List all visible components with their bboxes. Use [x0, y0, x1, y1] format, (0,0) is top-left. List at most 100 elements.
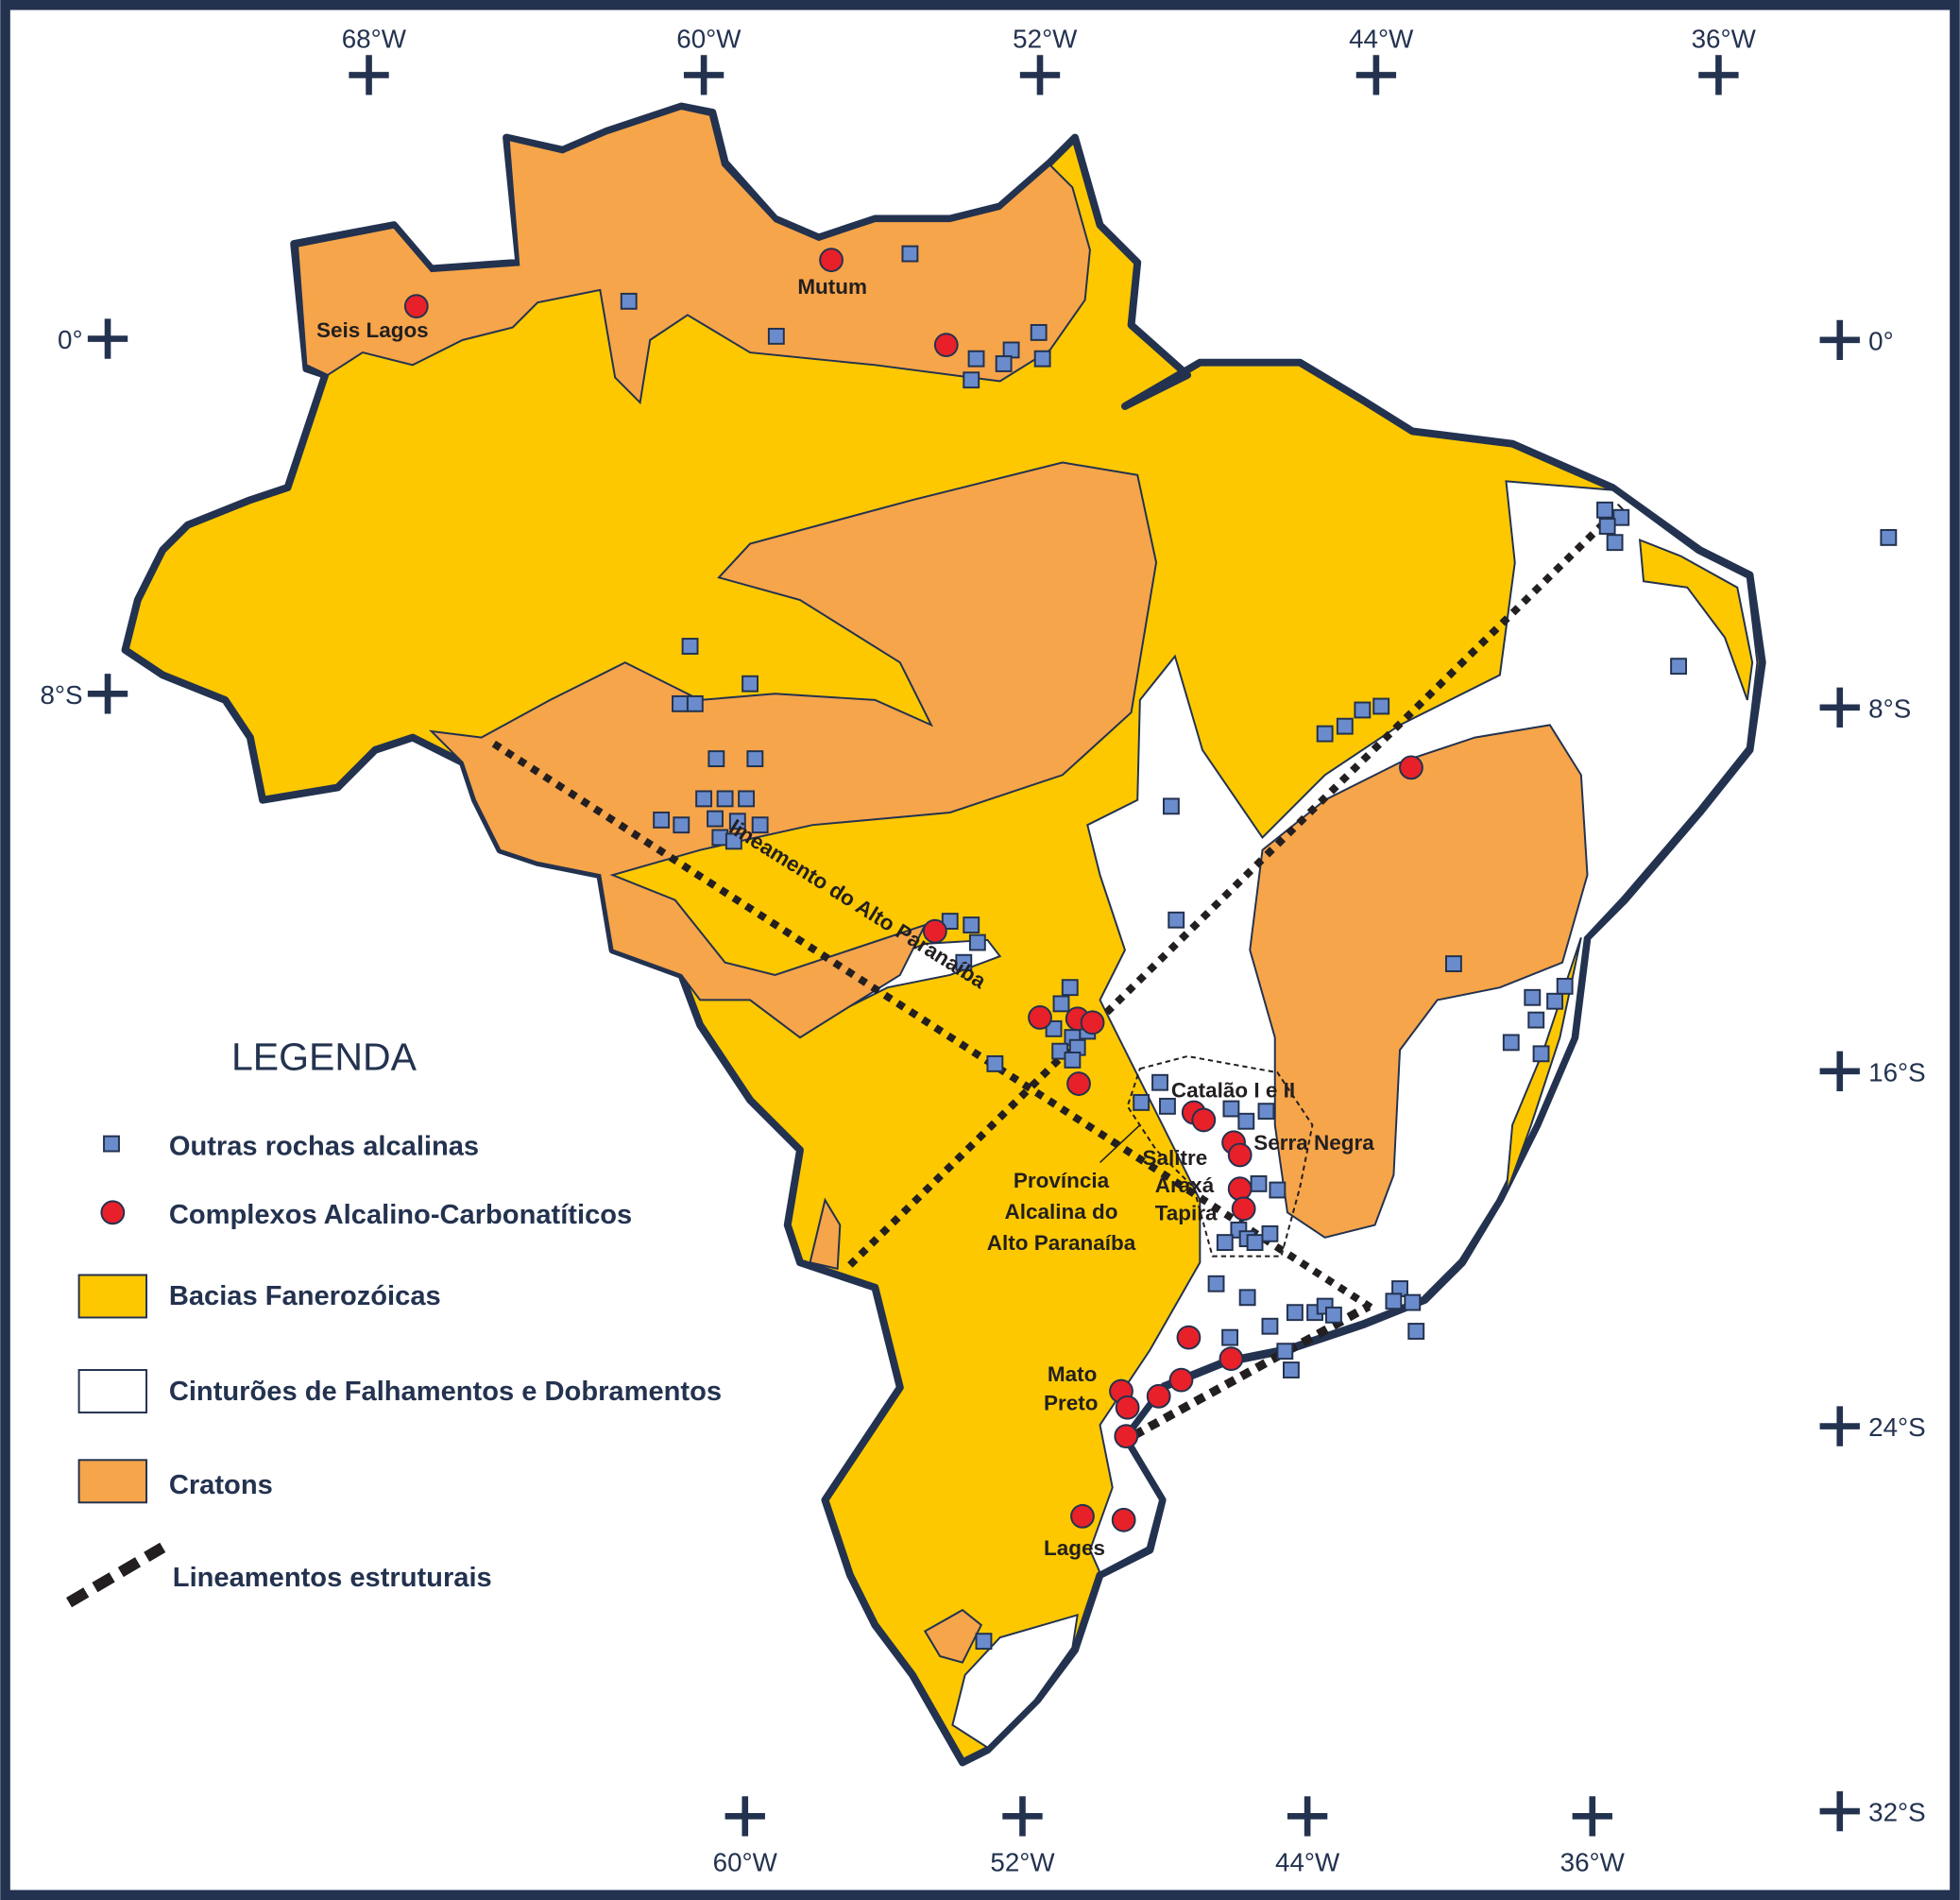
label-tapira: Tapira: [1155, 1201, 1218, 1224]
alkaline-rock-marker: [1002, 341, 1020, 359]
right-latitude-label: 24°S: [1868, 1412, 1926, 1442]
legend-item-lineamentos: Lineamentos estruturais: [173, 1563, 492, 1593]
alkaline-rock-marker: [1216, 1234, 1234, 1252]
craton-amazonico: [428, 461, 1158, 1039]
bottom-longitude-label: 44°W: [1275, 1848, 1340, 1877]
carbonatite-complex-marker: [1399, 755, 1423, 780]
alkaline-rock-marker: [1238, 1289, 1256, 1307]
alkaline-rock-marker: [1354, 701, 1372, 719]
alkaline-rock-marker: [1283, 1361, 1300, 1378]
lineamento-sudeste: [1116, 1302, 1372, 1448]
top-longitude-label: 60°W: [676, 24, 741, 53]
craton-sao-francisco: [1249, 724, 1589, 1239]
alkaline-rock-marker: [1261, 1224, 1279, 1242]
carbonatite-complex-marker: [403, 294, 429, 319]
alkaline-rock-marker: [728, 813, 746, 830]
left-latitude-label: 0°: [58, 325, 83, 354]
alkaline-rock-marker: [967, 350, 985, 368]
label-provincia-3: Alto Paranaíba: [987, 1231, 1136, 1255]
alkaline-rock-marker: [1246, 1234, 1264, 1252]
alkaline-rock-marker: [1598, 518, 1616, 535]
alkaline-rock-marker: [941, 913, 959, 931]
alkaline-rock-marker: [1670, 658, 1688, 676]
alkaline-rock-marker: [751, 816, 769, 834]
alkaline-rock-marker: [716, 790, 734, 808]
alkaline-rock-marker: [968, 933, 986, 951]
alkaline-rock-marker: [672, 694, 689, 712]
alkaline-rock-marker: [1222, 1100, 1240, 1118]
top-longitude-label: 52°W: [1013, 24, 1078, 53]
legend-title: LEGENDA: [231, 1036, 418, 1079]
carbonatite-complex-marker: [1191, 1107, 1217, 1133]
carbonatite-complex-marker: [819, 248, 844, 273]
bottom-longitude-label: 36°W: [1560, 1848, 1626, 1877]
right-latitude-label: 0°: [1868, 326, 1894, 355]
alkaline-rock-marker: [1261, 1317, 1279, 1335]
carbonatite-complex-marker: [1168, 1367, 1194, 1393]
alkaline-rock-marker: [1159, 1097, 1176, 1115]
carbonatite-complex-marker: [1146, 1383, 1171, 1409]
alkaline-rock-marker: [1237, 1112, 1255, 1130]
alkaline-rock-marker: [741, 675, 758, 693]
alkaline-rock-marker: [1502, 1034, 1520, 1052]
yellow-coast-ne: [1638, 539, 1754, 701]
bottom-longitude-label: 60°W: [713, 1848, 778, 1877]
alkaline-rock-marker: [1162, 797, 1180, 815]
alkaline-rock-marker: [1596, 501, 1613, 519]
alkaline-rock-marker: [1051, 1042, 1069, 1060]
alkaline-rock-marker: [673, 816, 690, 834]
carbonatite-complex-marker: [1080, 1010, 1105, 1036]
label-mutum: Mutum: [797, 275, 867, 299]
carbonatite-complex-marker: [1227, 1176, 1253, 1202]
provincia-pointer: [1099, 1124, 1141, 1163]
bottom-longitude-label: 52°W: [990, 1848, 1055, 1877]
outras-rochas-alcalinas: [620, 245, 1898, 1651]
alkaline-rock-marker: [1052, 995, 1070, 1013]
coordinate-grid: 68°W 60°W 52°W 44°W 36°W 60°W 52°W 44°W 36°W 0° 8°…: [40, 24, 1925, 1876]
alkaline-rock-marker: [1612, 508, 1630, 526]
yellow-box-icon: [77, 1274, 148, 1319]
alkaline-rock-marker: [1444, 955, 1462, 972]
alkaline-rock-marker: [695, 790, 713, 808]
alkaline-rock-marker: [986, 1054, 1004, 1072]
carbonatite-complex-marker: [933, 333, 959, 358]
alkaline-rock-marker: [1404, 1293, 1422, 1311]
carbonatite-complex-marker: [1231, 1196, 1256, 1222]
alkaline-rock-marker: [707, 750, 725, 768]
label-salitre: Salitre: [1142, 1146, 1207, 1170]
alkaline-rock-marker: [1524, 988, 1542, 1006]
alkaline-rock-marker: [1133, 1093, 1150, 1111]
right-latitude-label: 8°S: [1868, 693, 1911, 723]
carbonatite-complex-marker: [1227, 1142, 1253, 1168]
alkaline-rock-marker: [1207, 1275, 1225, 1292]
alkaline-rock-marker: [1221, 1328, 1239, 1346]
carbonatite-complex-marker: [1115, 1395, 1140, 1420]
top-longitude-label: 68°W: [342, 24, 407, 53]
label-seis-lagos: Seis Lagos: [316, 318, 429, 342]
label-mato-preto-2: Preto: [1044, 1391, 1098, 1414]
legend: LEGENDA Outras rochas alcalinas Complexo…: [66, 1036, 722, 1608]
lineamento-transbrasiliano: [847, 503, 1624, 1268]
top-longitude-label: 36°W: [1692, 24, 1757, 53]
alkaline-rock-marker: [1286, 1304, 1304, 1322]
label-provincia-1: Província: [1014, 1169, 1110, 1192]
alkaline-rock-marker: [767, 327, 785, 345]
label-araxa: Araxá: [1155, 1173, 1215, 1197]
complexos-carbonatiticos: [403, 248, 1423, 1532]
right-latitude-label: 32°S: [1868, 1798, 1926, 1827]
alkaline-rock-marker: [1336, 717, 1354, 735]
carbonatite-complex-marker: [1219, 1346, 1244, 1372]
alkaline-rock-marker: [1167, 911, 1185, 929]
alkaline-rock-marker: [1151, 1073, 1168, 1091]
alkaline-rock-marker: [1556, 977, 1574, 995]
cinturoes-south: [951, 1613, 1079, 1749]
craton-sw: [809, 1197, 842, 1271]
legend-item-alcalinas: Outras rochas alcalinas: [169, 1131, 479, 1161]
white-box-icon: [77, 1369, 148, 1414]
alkaline-rock-marker: [711, 829, 729, 847]
alkaline-rock-marker: [1407, 1323, 1425, 1340]
carbonatite-complex-marker: [1070, 1503, 1095, 1529]
alkaline-rock-marker: [1546, 992, 1564, 1010]
